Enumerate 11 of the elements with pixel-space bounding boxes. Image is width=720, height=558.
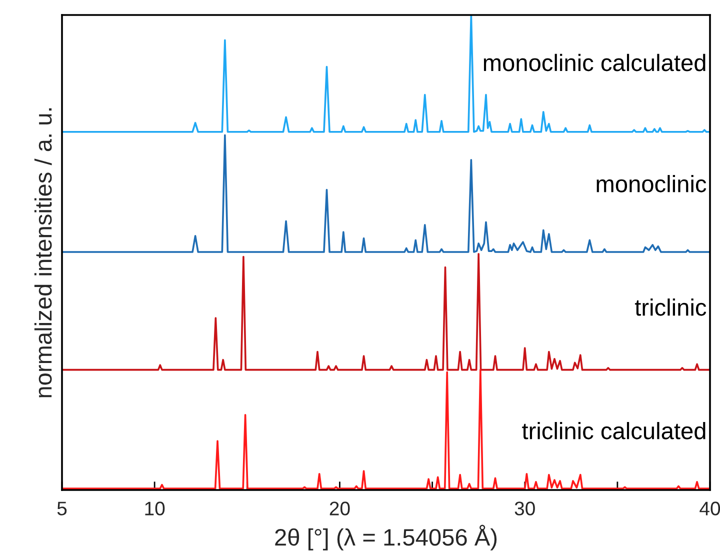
y-axis-title: normalized intensities / a. u. [34,108,52,398]
text: monoclinic [596,174,706,192]
series-label: triclinic calculated [522,422,706,440]
x-tick-label: 30 [514,502,535,516]
x-tick-label: 10 [145,502,165,516]
text: triclinic [634,298,706,316]
series-label: monoclinic calculated [484,54,706,72]
x-tick-label: 20 [330,502,350,516]
x-tick-label: 5 [57,502,67,516]
x-tick-label: 40 [700,502,720,516]
x-axis-title: 2θ [°] (λ = 1.54056 Å) [275,524,497,550]
